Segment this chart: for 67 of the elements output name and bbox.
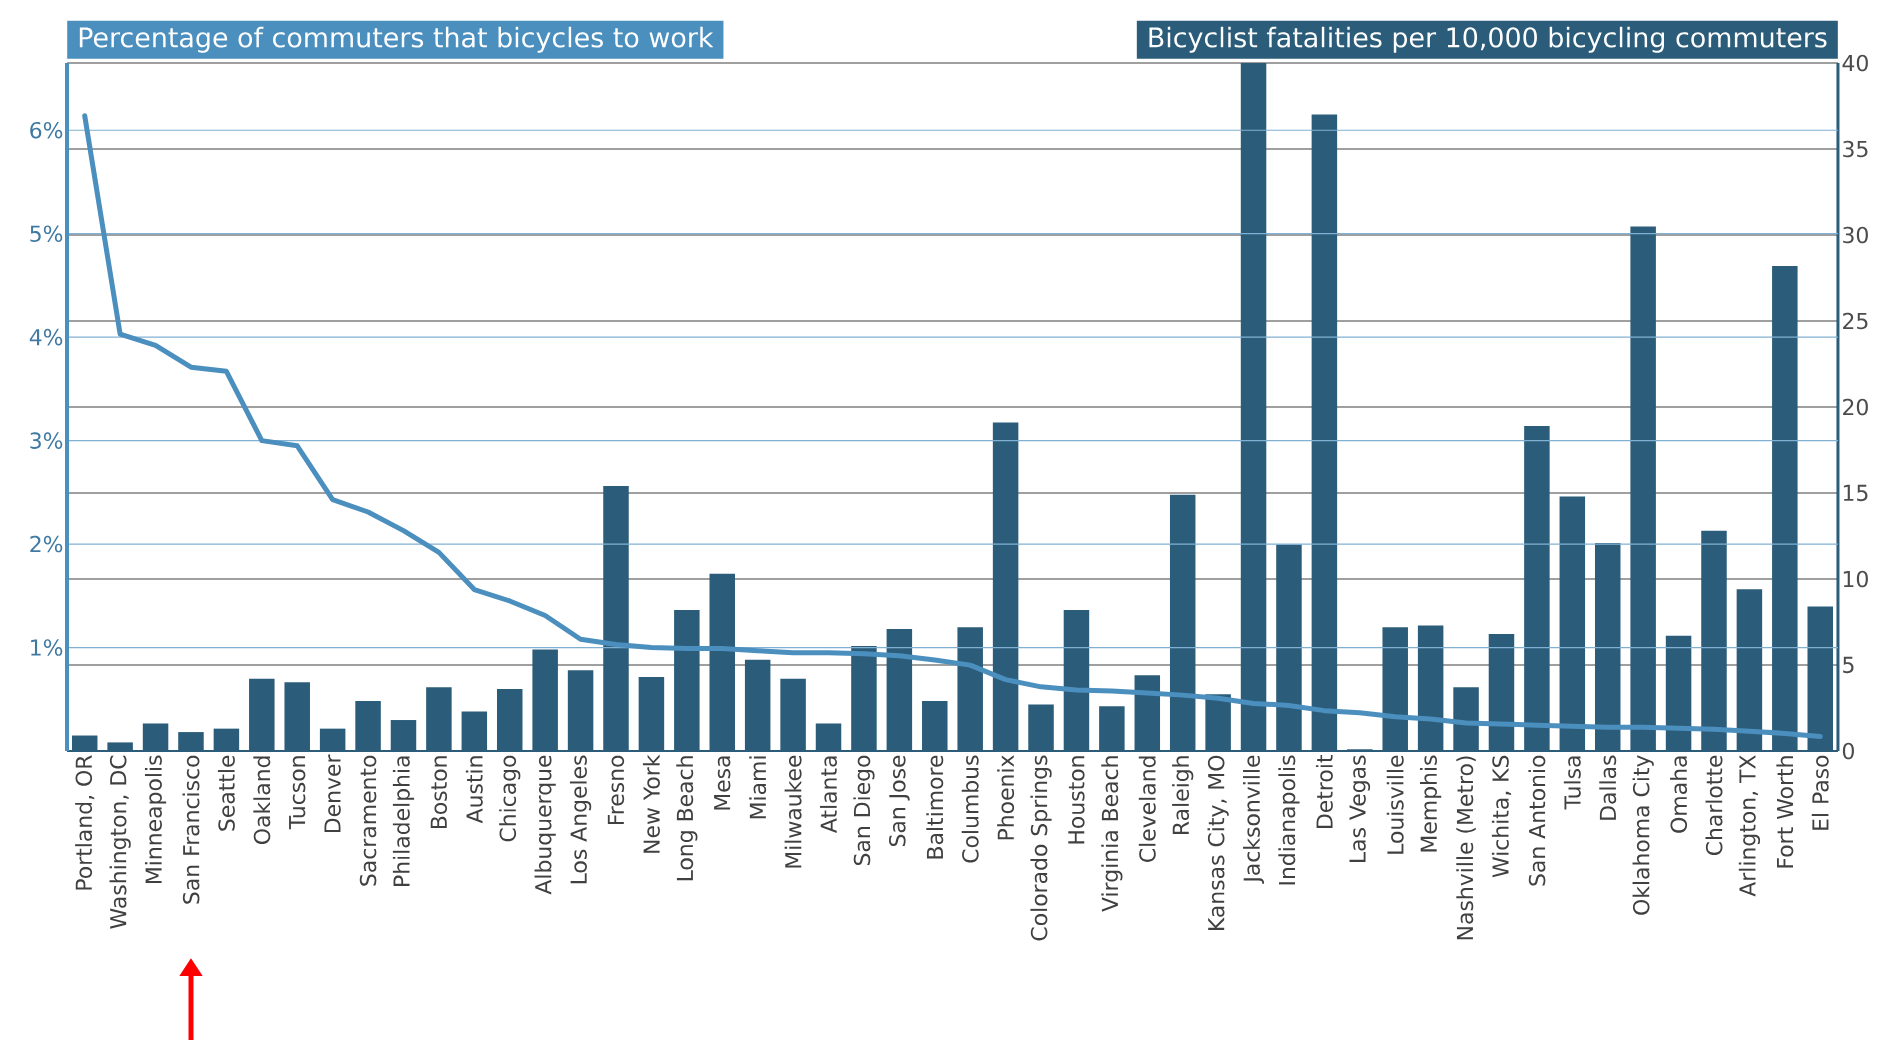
x-tick-label: Memphis (1420, 755, 1442, 852)
y2-tick-label: 5 (1843, 656, 1854, 674)
x-tick-label: Los Angeles (569, 755, 592, 884)
x-tick-label: Wichita, KS (1491, 755, 1512, 878)
y-axis-title: Percentage of commuters that bicycles to work (79, 26, 714, 53)
x-tick-label: Mesa (714, 756, 731, 810)
y2-tick-label: 15 (1843, 484, 1868, 502)
x-tick-label: Miami (749, 756, 767, 819)
x-tick-label: Phoenix (997, 755, 1015, 840)
y-tick-label: 2% (30, 535, 63, 553)
x-tick-label: Seattle (217, 755, 235, 831)
x-tick-label: Washington, DC (109, 755, 131, 929)
x-tick-label: Tucson (289, 756, 306, 830)
y-tick-label: 6% (30, 121, 63, 139)
x-tick-label: El Paso (1811, 755, 1829, 830)
x-tick-label: Arlington, TX (1738, 755, 1761, 897)
x-tick-label: San Antonio (1528, 755, 1546, 886)
x-tick-label: Jacksonville (1243, 755, 1265, 884)
x-tick-label: Detroit (1315, 755, 1333, 828)
y-tick-label: 4% (29, 328, 63, 346)
y-tick-label: 1% (31, 639, 63, 656)
x-tick-label: Indianapolis (1278, 755, 1300, 885)
y-tick-label: 5% (30, 225, 63, 242)
x-tick-label: Albuquerque (534, 755, 556, 895)
x-tick-label: Las Vegas (1349, 755, 1371, 862)
x-tick-label: Fort Worth (1776, 756, 1794, 868)
x-tick-label: Raleigh (1172, 756, 1194, 835)
x-tick-label: Philadelphia (392, 756, 415, 886)
x-tick-label: Minneapolis (144, 755, 167, 883)
x-tick-label: San Jose (889, 755, 910, 847)
y2-axis-title: Bicyclist fatalities per 10,000 bicycling commuters (1149, 26, 1827, 53)
x-tick-label: Atlanta (820, 756, 837, 833)
y2-tick-label: 0 (1842, 742, 1854, 760)
x-tick-label: Colorado Springs (1030, 755, 1052, 941)
x-tick-label: Chicago (499, 755, 521, 842)
x-tick-label: Charlotte (1705, 755, 1723, 856)
x-tick-label: Tulsa (1563, 756, 1581, 810)
x-tick-label: Louisville (1386, 755, 1404, 854)
x-tick-label: San Diego (853, 755, 875, 866)
x-tick-label: Virginia Beach (1101, 756, 1123, 912)
y2-tick-label: 30 (1843, 226, 1868, 244)
x-tick-label: Cleveland (1138, 756, 1156, 862)
x-tick-label: Denver (324, 754, 341, 833)
x-tick-label: Boston (430, 756, 448, 829)
x-tick-label: Baltimore (926, 755, 944, 859)
x-tick-label: Dallas (1599, 755, 1617, 820)
x-tick-label: Austin (465, 756, 483, 824)
y2-tick-label: 35 (1843, 140, 1868, 158)
x-tick-label: Portland, OR (75, 755, 95, 890)
x-tick-label: Nashville (Metro) (1456, 756, 1476, 940)
x-tick-label: Sacramento (359, 755, 377, 886)
x-tick-label: Columbus (961, 755, 979, 863)
x-tick-label: Oakland (253, 756, 271, 844)
x-tick-label: Fresno (607, 755, 625, 825)
x-tick-label: Houston (1068, 756, 1085, 844)
x-tick-label: New York (642, 754, 660, 853)
y2-tick-label: 20 (1843, 398, 1868, 416)
y2-tick-label: 25 (1843, 312, 1868, 330)
x-tick-label: Oklahoma City (1632, 755, 1654, 915)
y2-tick-label: 40 (1842, 54, 1868, 72)
x-tick-label: San Francisco (182, 755, 200, 904)
x-tick-label: Kansas City, MO (1207, 755, 1229, 930)
x-tick-label: Omaha (1670, 756, 1688, 833)
y-tick-label: 3% (30, 432, 63, 449)
y2-tick-label: 10 (1843, 570, 1868, 588)
x-tick-label: Milwaukee (784, 755, 802, 868)
x-tick-label: Long Beach (676, 756, 698, 881)
